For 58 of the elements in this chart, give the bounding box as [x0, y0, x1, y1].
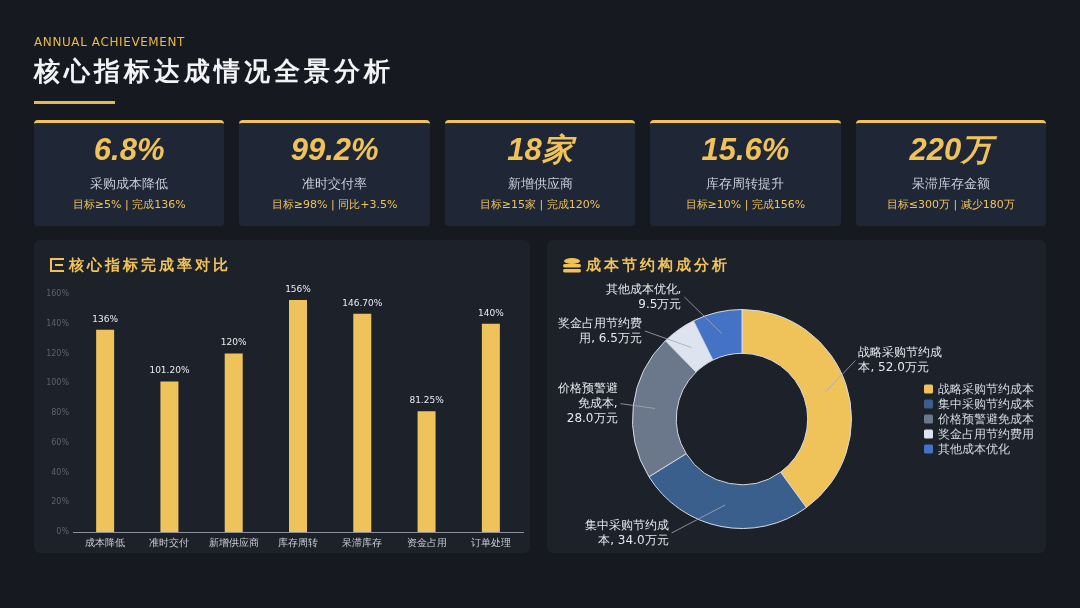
text: 目标≥10% | 完成156%	[684, 197, 807, 212]
chart-title: 核心指标完成率对比	[69, 255, 231, 275]
text: 目标≥98% | 同比+3.5%	[270, 197, 399, 212]
text: 采购成本降低	[89, 175, 170, 193]
y-tick-label: 60%	[51, 437, 70, 447]
text: 库存周转提升	[705, 175, 786, 193]
bar	[96, 329, 115, 532]
text: 新增供应商	[506, 175, 574, 193]
bar	[289, 299, 307, 532]
text: 核心指标达成情况全景分析	[34, 55, 395, 88]
data-label: 集中采购节约成本, 34.0万元	[584, 517, 669, 547]
text: 目标≥5% | 完成136%	[71, 197, 187, 212]
y-tick-label: 160%	[46, 289, 70, 299]
text: 18家	[506, 132, 578, 167]
legend-label: 战略采购节约成本	[938, 381, 1034, 397]
legend-label: 其他成本优化	[938, 441, 1010, 457]
y-tick-label: 40%	[51, 467, 70, 477]
data-label: 120%	[220, 337, 248, 348]
text: 15.6%	[700, 132, 791, 167]
x-tick-label: 库存周转	[278, 536, 318, 548]
data-label: 101.20%	[149, 365, 190, 376]
legend-label: 集中采购节约成本	[938, 396, 1034, 412]
x-tick-label: 订单处理	[470, 536, 511, 548]
x-tick-label: 新增供应商	[208, 536, 259, 548]
legend-label: 奖金占用节约费用	[938, 426, 1034, 442]
bar	[353, 313, 372, 532]
x-tick-label: 成本降低	[85, 536, 126, 548]
bar	[417, 411, 436, 532]
data-label: 156%	[285, 283, 312, 294]
y-tick-label: 100%	[46, 378, 70, 388]
legend-label: 价格预警避免成本	[938, 411, 1034, 427]
data-label: 146.70%	[342, 297, 383, 308]
text: 目标≤300万 | 减少180万	[885, 197, 1016, 212]
text: 220万	[908, 132, 998, 167]
data-label: 其他成本优化, 9.5万元	[605, 281, 682, 311]
bar	[481, 323, 500, 532]
text: ANNUAL ACHIEVEMENT	[34, 34, 186, 50]
x-tick-label: 准时交付	[149, 536, 190, 548]
x-tick-label: 资金占用	[406, 536, 447, 548]
data-label: 81.25%	[409, 394, 445, 405]
text: 99.2%	[289, 132, 380, 167]
y-tick-label: 140%	[46, 318, 70, 328]
text: 6.8%	[92, 132, 166, 167]
data-label: 奖金占用节约费用, 6.5万元	[557, 315, 642, 345]
data-label: 价格预警避免成本, 28.0万元	[556, 380, 618, 425]
data-label: 140%	[477, 307, 505, 318]
text: 准时交付率	[301, 175, 369, 193]
bar	[160, 381, 179, 532]
chart-title: 成本节约构成分析	[586, 255, 730, 275]
x-tick-label: 呆滞库存	[342, 536, 383, 548]
y-tick-label: 80%	[51, 408, 70, 418]
text: 呆滞库存金额	[910, 175, 991, 193]
data-label: 战略采购节约成本, 52.0万元	[858, 345, 943, 375]
y-tick-label: 20%	[51, 497, 70, 507]
text: 目标≥15家 | 完成120%	[478, 197, 602, 212]
y-tick-label: 120%	[46, 348, 70, 358]
data-label: 136%	[92, 313, 119, 324]
bar	[224, 353, 243, 532]
